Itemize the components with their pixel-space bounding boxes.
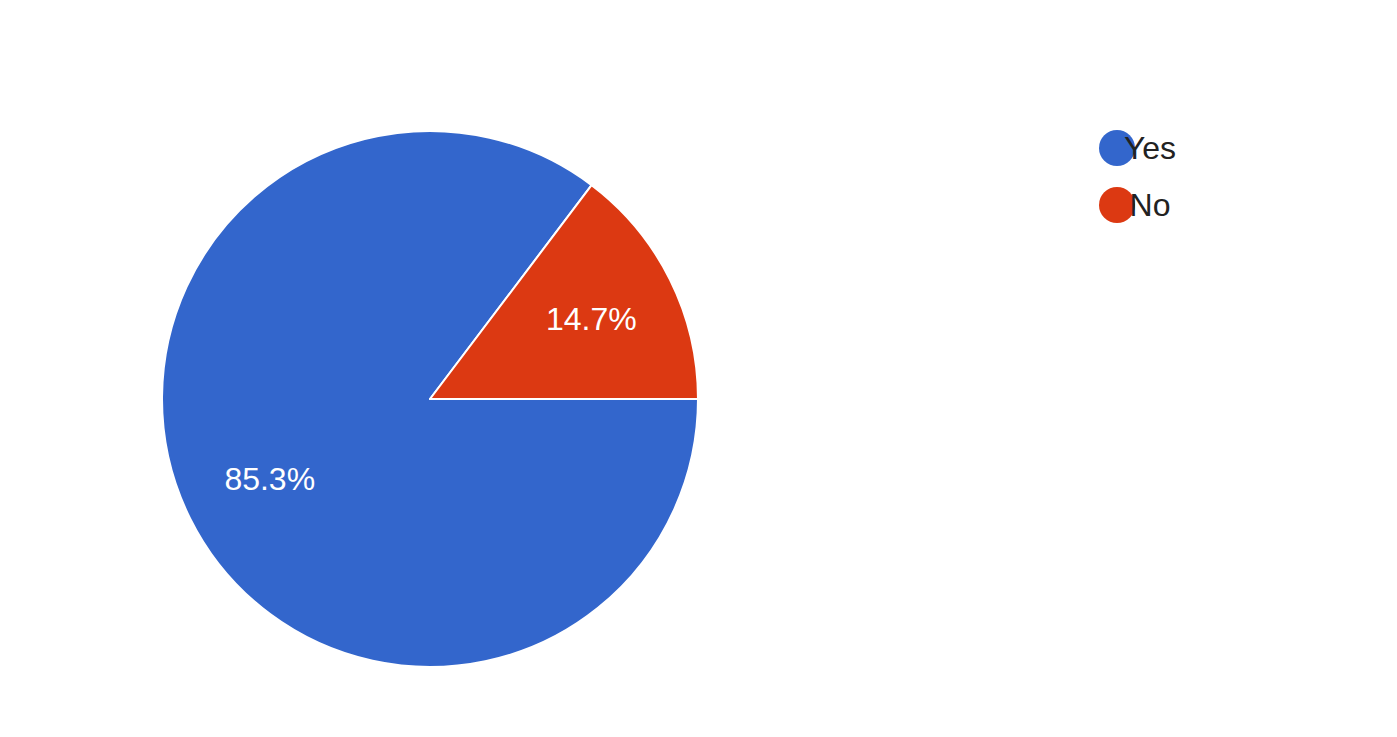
svg-text:14.7%: 14.7% [546, 301, 637, 337]
svg-text:No: No [1130, 187, 1171, 223]
svg-text:Yes: Yes [1124, 130, 1176, 166]
svg-text:85.3%: 85.3% [224, 461, 315, 497]
